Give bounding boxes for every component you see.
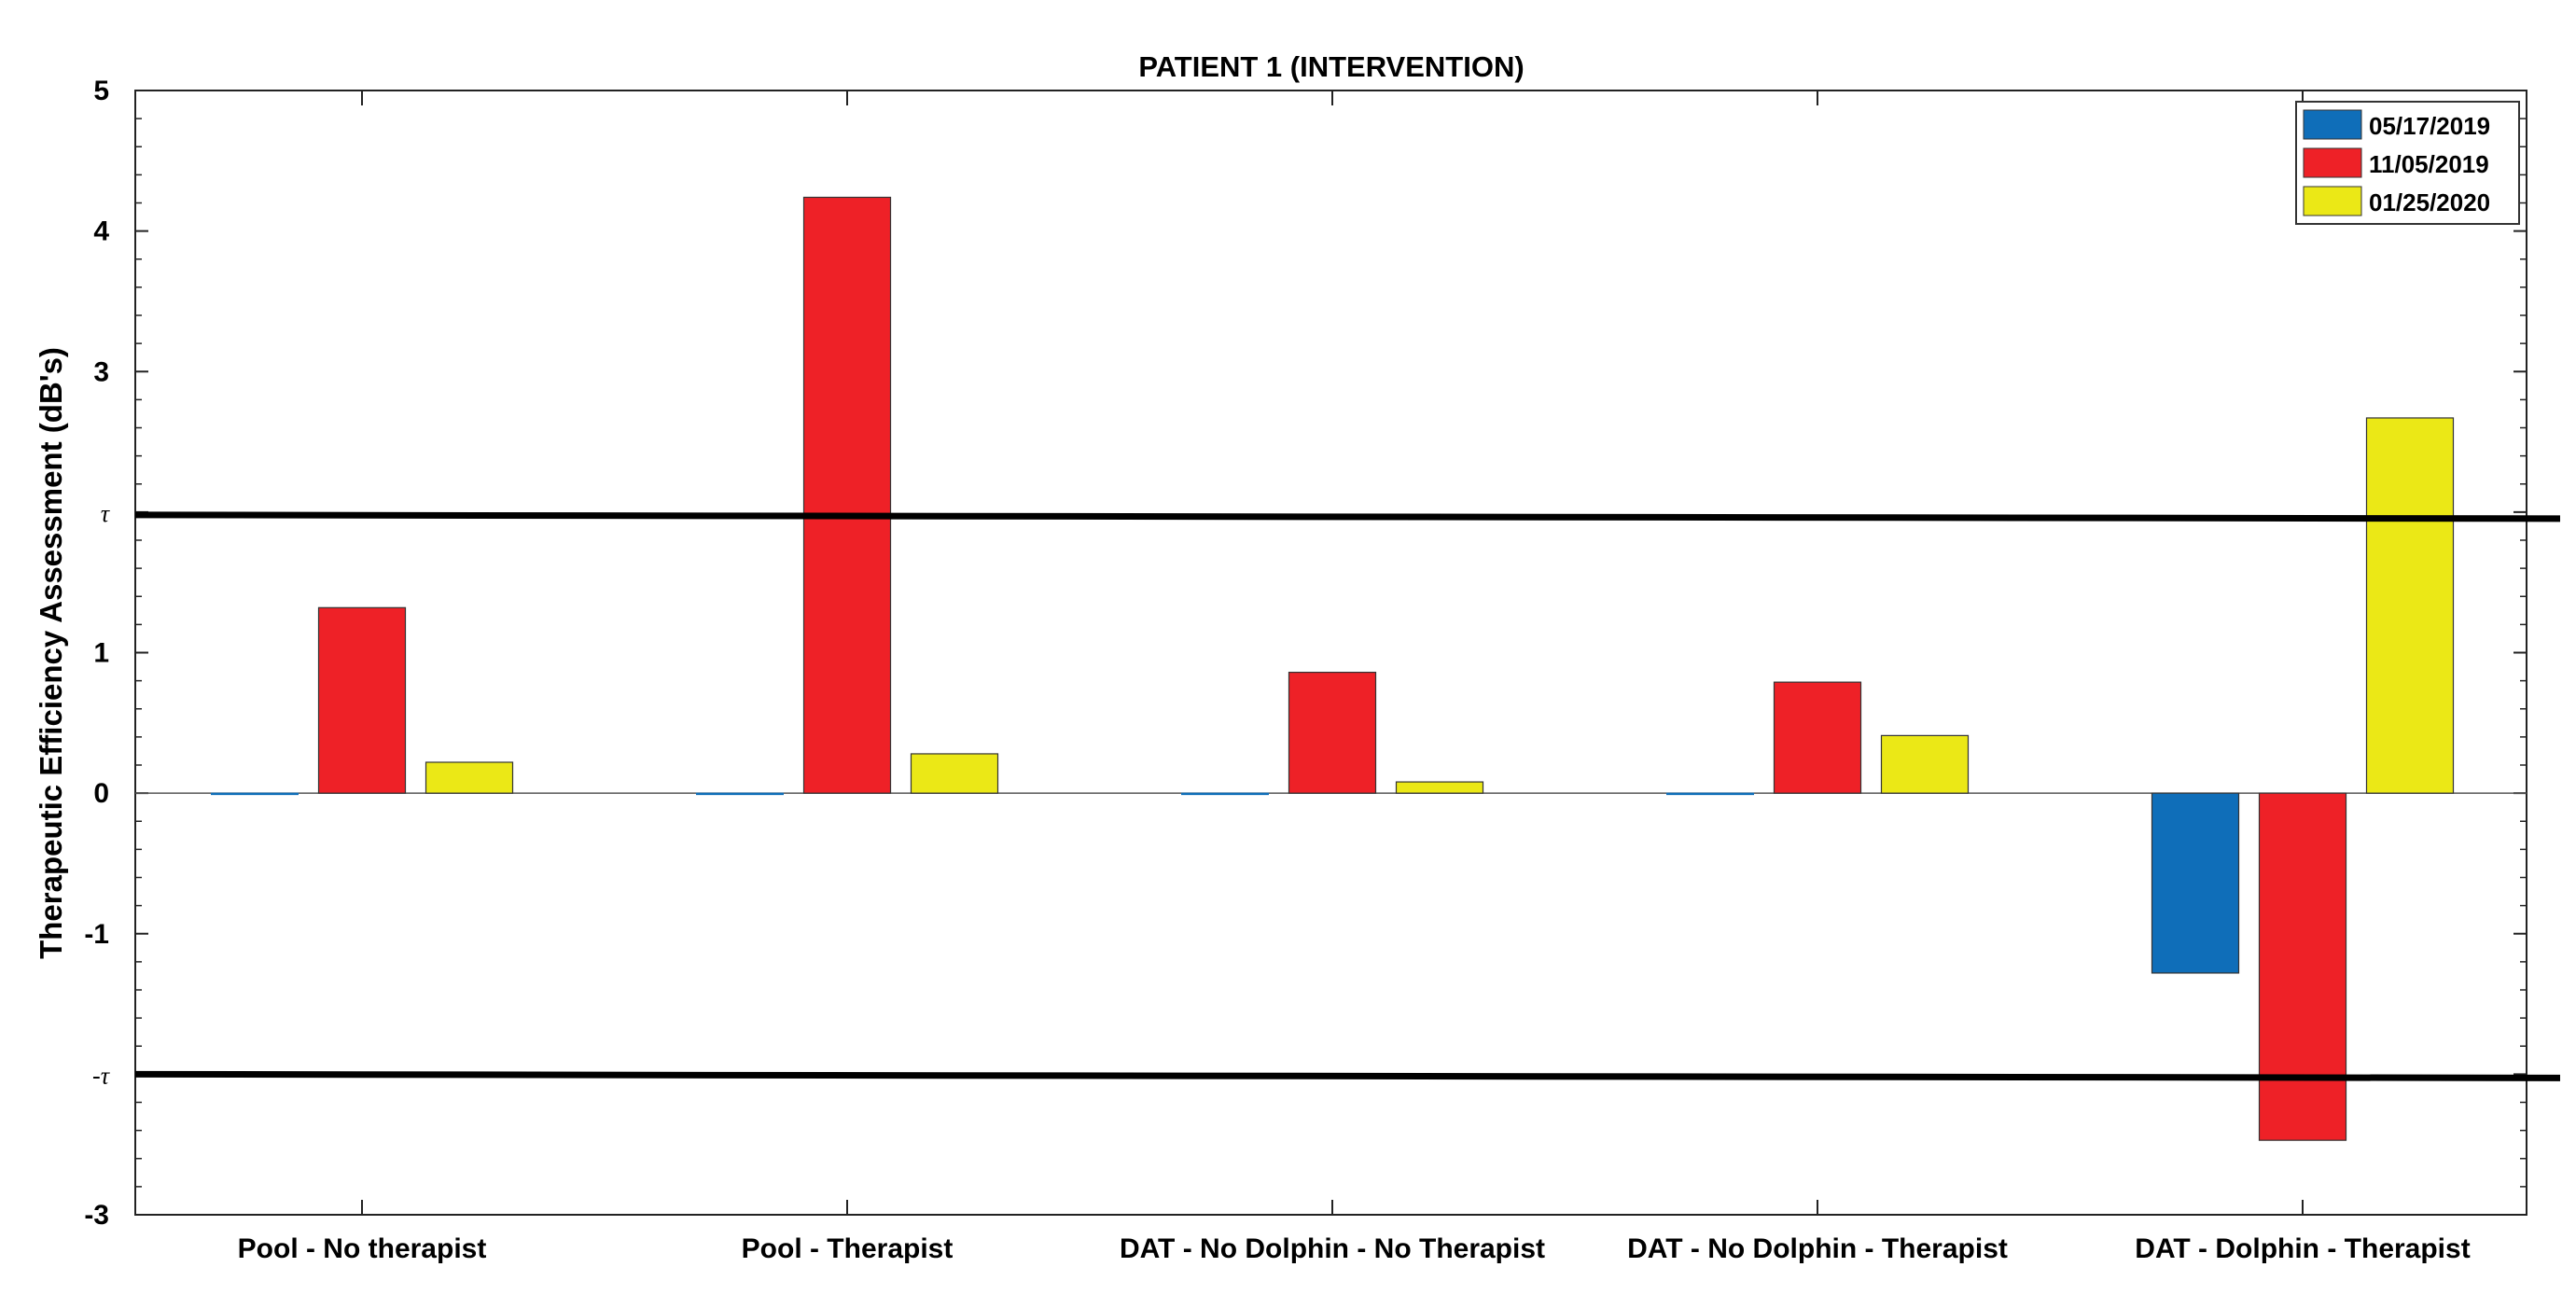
legend-swatch xyxy=(2303,109,2362,140)
bar xyxy=(2258,792,2347,1141)
bar xyxy=(910,753,999,794)
bar xyxy=(2365,417,2455,794)
legend-swatch xyxy=(2303,147,2362,178)
legend-label: 01/25/2020 xyxy=(2369,188,2490,216)
y-tick-label: -τ xyxy=(92,1062,111,1089)
legend: 05/17/2019 11/05/2019 01/25/2020 xyxy=(2295,101,2520,225)
bar xyxy=(696,792,784,796)
legend-label: 11/05/2019 xyxy=(2369,150,2489,178)
bar xyxy=(1395,781,1484,794)
plot-area xyxy=(134,90,2527,1216)
x-tick-label: DAT - No Dolphin - No Therapist xyxy=(1120,1233,1545,1264)
x-tick-label: Pool - No therapist xyxy=(238,1233,487,1264)
bar xyxy=(1288,671,1377,794)
y-tick-label: 3 xyxy=(93,356,109,387)
reference-lines xyxy=(134,511,2561,1081)
bar xyxy=(317,606,407,794)
legend-swatch xyxy=(2303,186,2362,216)
bar xyxy=(1773,681,1862,794)
bar xyxy=(1880,734,1970,794)
bar xyxy=(802,196,892,794)
tau-threshold-line xyxy=(134,511,2561,522)
legend-label: 05/17/2019 xyxy=(2369,112,2490,140)
bar xyxy=(1666,792,1754,796)
y-tick-label: 4 xyxy=(93,216,109,247)
y-tick-labels: 5 4 3 τ 1 0 -1 -τ -3 xyxy=(84,76,110,1231)
y-tick-label: -1 xyxy=(84,919,109,950)
x-tick-label: Pool - Therapist xyxy=(742,1233,954,1264)
y-tick-label: -3 xyxy=(84,1200,109,1231)
bar xyxy=(425,761,514,794)
tau-threshold-line xyxy=(134,1070,2561,1081)
bar xyxy=(1181,792,1269,796)
y-tick-label: 1 xyxy=(93,638,109,669)
bars xyxy=(211,196,2455,1141)
chart-title: PATIENT 1 (INTERVENTION) xyxy=(1138,50,1524,83)
y-tick-label: 0 xyxy=(93,778,109,809)
x-tick-labels: Pool - No therapist Pool - Therapist DAT -… xyxy=(238,1233,2471,1264)
y-tick-label: τ xyxy=(101,500,111,527)
x-tick-label: DAT - Dolphin - Therapist xyxy=(2135,1233,2470,1264)
x-tick-label: DAT - No Dolphin - Therapist xyxy=(1627,1233,2008,1264)
bar xyxy=(2151,792,2240,974)
y-tick-label: 5 xyxy=(93,76,109,106)
y-axis-label: Therapeutic Efficiency Assessment (dB's) xyxy=(34,347,68,959)
bar xyxy=(211,792,299,796)
